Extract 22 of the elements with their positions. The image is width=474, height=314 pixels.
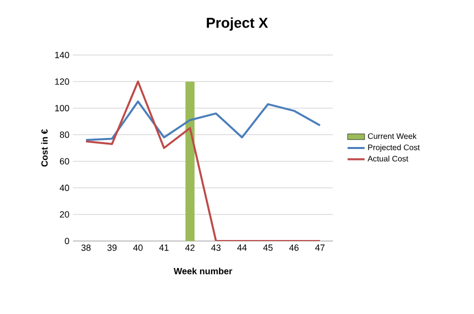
- x-tick-label: 38: [81, 244, 91, 251]
- x-tick-label: 41: [159, 244, 169, 251]
- y-tick-label: 80: [60, 132, 70, 138]
- line-series: [85, 100, 321, 142]
- x-tick-label: 42: [185, 244, 195, 251]
- x-tick-label: 46: [289, 244, 299, 251]
- y-tick-label: 20: [60, 211, 70, 218]
- y-tick-label: 120: [55, 78, 70, 85]
- y-tick-label: 40: [60, 184, 70, 192]
- y-tick-label: 0: [64, 238, 70, 244]
- y-axis-title: Cost in €: [41, 129, 48, 167]
- y-tick-label: 100: [55, 104, 70, 112]
- x-tick-label: 39: [107, 244, 117, 251]
- chart-title: Project X: [206, 17, 268, 31]
- x-axis-title: Week number: [174, 268, 232, 274]
- x-tick-label: 47: [315, 244, 325, 251]
- x-tick-label: 43: [211, 244, 221, 251]
- x-tick-label: 45: [263, 244, 273, 251]
- y-tick-label: 140: [55, 52, 70, 58]
- y-tick-label: 60: [60, 158, 70, 164]
- x-tick-label: 40: [133, 244, 143, 251]
- x-tick-label: 44: [237, 244, 247, 251]
